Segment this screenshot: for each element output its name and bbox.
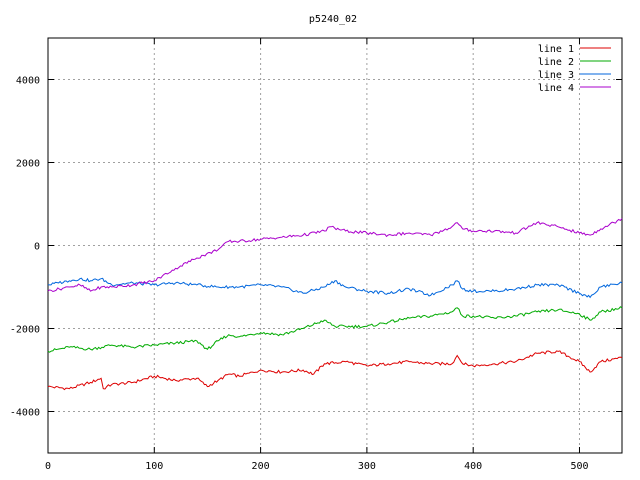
chart-title: p5240_02 <box>309 14 357 25</box>
y-tick-label: -2000 <box>10 325 40 336</box>
series-line <box>47 306 623 353</box>
legend: line 1 line 2 line 3 line 4 <box>538 44 611 94</box>
series-line <box>47 218 623 293</box>
x-tick-label: 0 <box>45 461 51 472</box>
legend-label: line 1 <box>538 44 574 55</box>
y-tick-label: 4000 <box>16 76 40 87</box>
x-tick-label: 100 <box>145 461 163 472</box>
series-line <box>48 277 623 299</box>
legend-label: line 2 <box>538 57 574 68</box>
series-line <box>47 350 623 391</box>
x-tick-label: 500 <box>570 461 588 472</box>
y-tick-label: 2000 <box>16 159 40 170</box>
x-tick-label: 300 <box>358 461 376 472</box>
series-lines <box>47 218 623 391</box>
axis-ticks: 0 100 200 300 400 500 -4000 -2000 0 2000 4000 <box>10 38 622 472</box>
y-tick-label: -4000 <box>10 408 40 419</box>
x-tick-label: 200 <box>252 461 270 472</box>
grid <box>48 38 622 453</box>
y-tick-label: 0 <box>34 242 40 253</box>
x-tick-label: 400 <box>464 461 482 472</box>
legend-label: line 4 <box>538 83 574 94</box>
legend-label: line 3 <box>538 70 574 81</box>
